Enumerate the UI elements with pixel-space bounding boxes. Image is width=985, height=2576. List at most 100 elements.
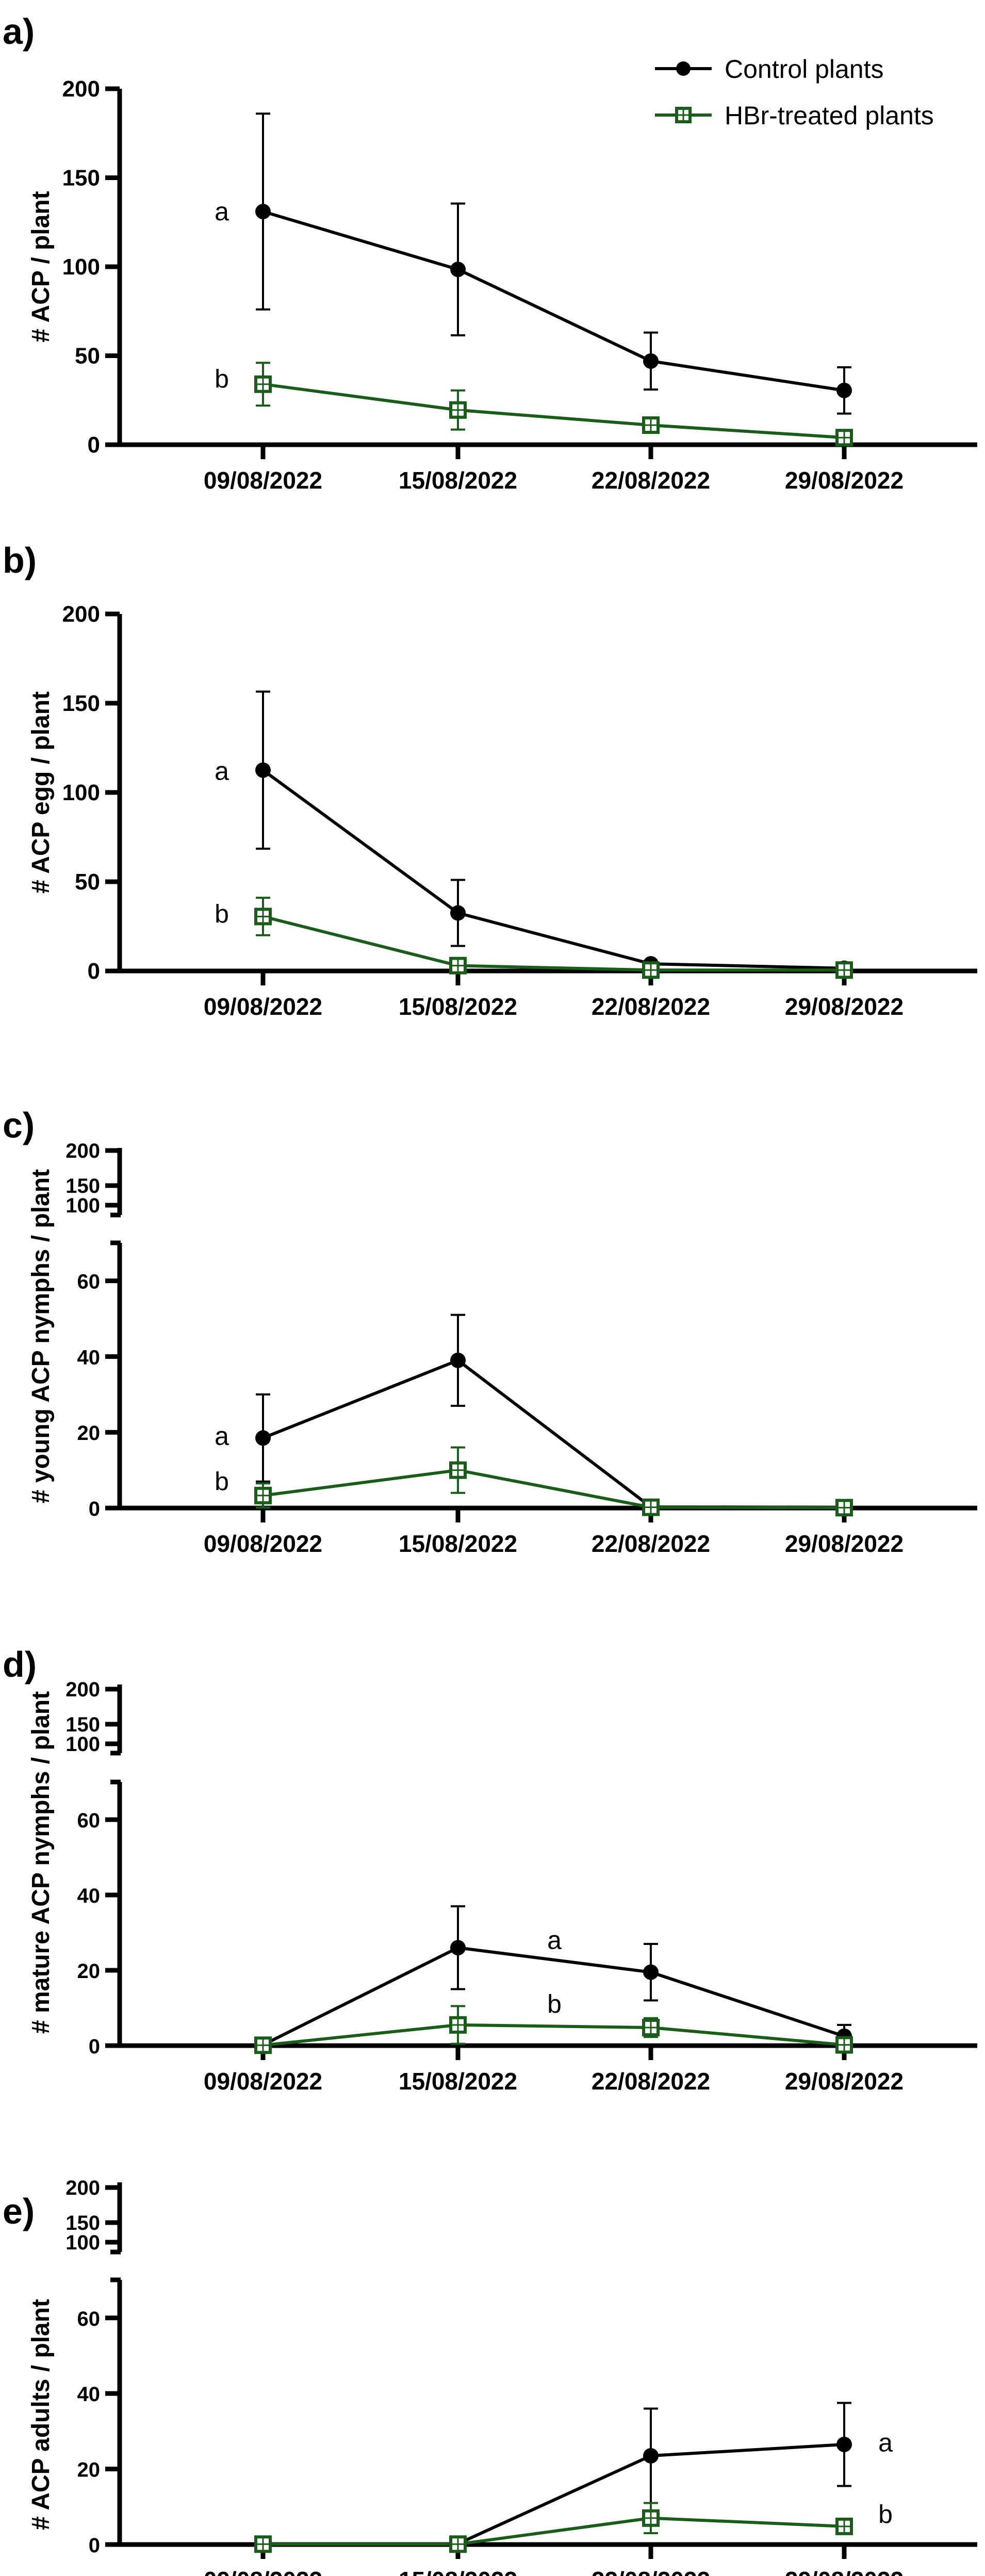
y-tick-label: 40 [77,1885,101,1907]
data-point [450,262,466,278]
significance-label: b [215,899,229,928]
y-tick-label-upper: 100 [65,2231,100,2254]
x-tick-label: 09/08/2022 [204,2567,322,2576]
data-point [450,1940,466,1956]
x-tick-label: 29/08/2022 [785,467,904,494]
series-line [262,382,845,440]
panel-label: e) [3,2191,35,2231]
series-control [255,690,852,976]
y-tick-label: 40 [77,1346,101,1369]
x-tick-label: 22/08/2022 [592,1530,710,1557]
legend: Control plants HBr-treated plants [655,55,934,130]
series-line [262,2023,845,2047]
y-tick-label: 50 [75,344,100,369]
x-tick-label: 29/08/2022 [785,2567,904,2576]
data-point [450,905,466,921]
series-treated [254,2005,853,2054]
y-tick-label: 0 [89,1498,100,1520]
panel-c: c)# young ACP nymphs / plant020406010015… [3,1105,977,1557]
y-tick-label: 150 [62,166,100,191]
series-treated [254,897,853,979]
y-axis-label: # young ACP nymphs / plant [27,1169,55,1503]
panel-label: d) [3,1644,37,1684]
y-tick-label: 0 [88,432,100,458]
y-tick-label-upper: 150 [65,1713,100,1736]
y-tick-label: 0 [89,2534,100,2557]
y-tick-label: 60 [77,2308,101,2330]
data-point [450,1352,466,1368]
data-point [255,204,271,220]
y-tick-label: 200 [62,76,100,102]
x-tick-label: 09/08/2022 [204,993,322,1020]
panel-label: a) [3,11,35,52]
legend-control-label: Control plants [725,55,884,84]
y-axis-label: # mature ACP nymphs / plant [27,1691,55,2034]
data-point [643,1964,659,1980]
y-tick-label: 20 [77,1422,101,1445]
x-tick-label: 15/08/2022 [399,2567,517,2576]
data-point [255,1430,271,1446]
significance-label: a [547,1926,562,1955]
x-tick-label: 29/08/2022 [785,993,904,1020]
y-tick-label: 40 [77,2383,101,2406]
y-tick-label: 100 [62,780,100,805]
series-line [262,1946,845,2047]
legend-treated-label: HBr-treated plants [725,101,934,130]
series-treated [254,1446,853,1517]
significance-label: a [215,197,229,226]
data-point [643,2448,659,2464]
series-line [262,915,844,972]
y-axis-label: # ACP / plant [27,191,55,342]
series-control [255,112,852,415]
y-tick-label: 20 [77,1960,101,1983]
series-treated [254,362,853,447]
x-tick-label: 22/08/2022 [592,993,710,1020]
y-axis-label: # ACP egg / plant [27,691,55,894]
y-tick-label: 150 [62,691,100,716]
x-tick-label: 15/08/2022 [399,2068,517,2095]
y-tick-label: 20 [77,2459,101,2482]
significance-label: a [215,756,229,785]
series-treated [254,2502,853,2553]
y-tick-label-upper: 200 [65,1678,100,1701]
significance-label: b [215,1467,229,1496]
panel-b: b) # ACP egg / plant 0 50 100 150 200 09/08/202… [3,540,977,1020]
series-control [255,2402,852,2552]
y-tick-label-upper: 100 [65,1733,100,1756]
x-tick-label: 15/08/2022 [399,993,517,1020]
series-line [263,2516,845,2546]
y-tick-label: 50 [75,869,100,895]
y-tick-label-upper: 100 [65,1194,100,1217]
data-point [255,762,271,778]
significance-label: b [547,1990,562,2019]
data-point [836,382,852,398]
y-tick-label: 0 [89,2035,100,2058]
y-tick-label: 60 [77,1809,101,1832]
series-line [263,2443,845,2546]
x-tick-label: 22/08/2022 [592,467,710,494]
significance-label: b [215,364,229,393]
y-tick-label-upper: 200 [65,2177,100,2199]
y-tick-label: 0 [88,959,100,984]
y-tick-label-upper: 200 [65,1140,100,1162]
y-tick-label-upper: 150 [65,1175,100,1197]
significance-label: a [215,1422,229,1451]
data-point [643,353,659,369]
x-tick-label: 15/08/2022 [399,467,517,494]
x-tick-label: 29/08/2022 [785,1530,904,1557]
x-tick-label: 22/08/2022 [592,2567,710,2576]
panel-label: b) [3,540,37,580]
x-tick-label: 09/08/2022 [204,2068,322,2095]
y-tick-label: 200 [62,602,100,627]
series-line [262,1468,845,1510]
panel-d: d)# mature ACP nymphs / plant02040601001… [3,1644,977,2095]
x-tick-label: 15/08/2022 [399,1530,517,1557]
legend-control-marker [676,61,691,76]
panel-label: c) [3,1105,35,1145]
panel-a: a) # ACP / plant 0 50 100 150 200 09/08/2022 15/… [3,11,977,494]
series-line [262,210,845,392]
series-line [262,769,845,970]
y-tick-label: 60 [77,1271,101,1293]
